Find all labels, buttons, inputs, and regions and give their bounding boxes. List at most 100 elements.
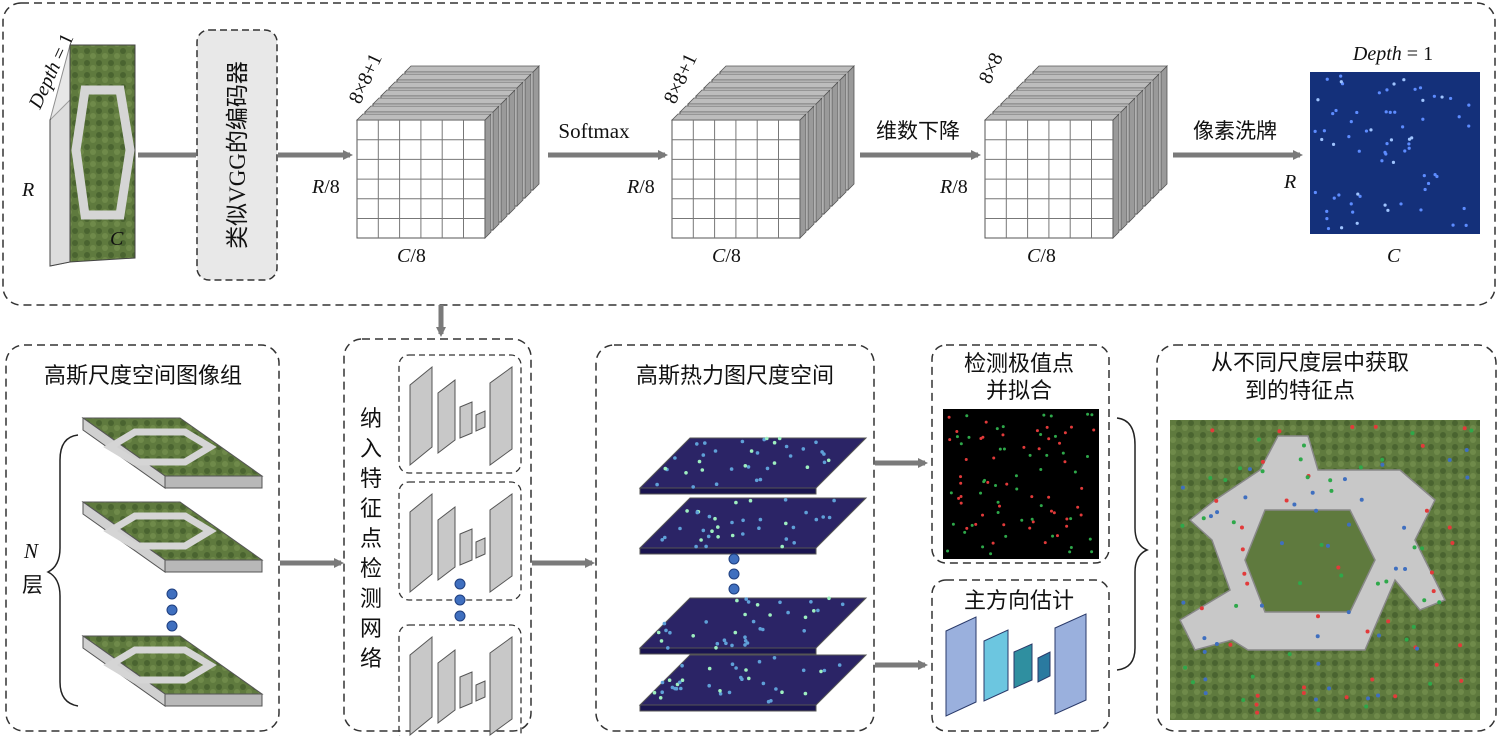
merge-brace bbox=[1116, 417, 1149, 671]
network-title-char: 入 bbox=[360, 436, 382, 461]
tensor-stacks bbox=[356, 65, 1168, 239]
detect-dot bbox=[1051, 534, 1055, 538]
result-dot bbox=[1181, 600, 1186, 605]
result-dot bbox=[1301, 690, 1306, 695]
heat-dot bbox=[695, 442, 699, 446]
result-dot bbox=[1434, 662, 1439, 667]
heat-dot bbox=[784, 537, 789, 541]
output-dot bbox=[1401, 125, 1405, 129]
pyramid-layer-3 bbox=[81, 635, 264, 707]
result-dot bbox=[1459, 678, 1464, 683]
heat-dot bbox=[727, 690, 732, 695]
detect-dot bbox=[1035, 429, 1039, 433]
heat-dot bbox=[777, 436, 782, 441]
detect-dot bbox=[1069, 546, 1073, 550]
result-dot bbox=[1284, 498, 1289, 503]
result-dot bbox=[1437, 600, 1442, 605]
network-block-frame bbox=[398, 354, 522, 474]
detect-dot bbox=[1028, 453, 1032, 457]
output-dot bbox=[1413, 87, 1417, 91]
output-dot bbox=[1357, 149, 1361, 153]
detect-dot bbox=[1065, 517, 1069, 521]
output-dot bbox=[1339, 74, 1343, 78]
stage-3-channels: 8×8 bbox=[975, 49, 1008, 87]
heat-dot bbox=[706, 534, 711, 539]
heat-dot bbox=[802, 629, 806, 633]
result-dot bbox=[1302, 685, 1307, 690]
heat-dot bbox=[700, 468, 705, 472]
slice-side bbox=[532, 65, 540, 191]
heat-dot bbox=[741, 518, 745, 523]
heat-dot bbox=[699, 538, 703, 542]
tensor-stack-1 bbox=[356, 65, 540, 239]
result-dot bbox=[1259, 603, 1264, 608]
ellipsis-dot bbox=[166, 620, 178, 632]
encoder-label: 类似VGG的编码器 bbox=[225, 61, 250, 249]
pyramid-layers-label: 层 bbox=[22, 573, 43, 597]
result-dot bbox=[1422, 598, 1427, 603]
layer-shape bbox=[489, 636, 513, 736]
result-dot bbox=[1201, 516, 1206, 521]
detect-dot bbox=[1039, 504, 1043, 508]
heat-dot bbox=[758, 517, 763, 522]
result-dot bbox=[1380, 462, 1385, 467]
heat-dot bbox=[772, 656, 777, 660]
detect-dot bbox=[1039, 467, 1043, 471]
heat-dot bbox=[801, 668, 806, 673]
detect-dot bbox=[946, 549, 950, 553]
heat-dot bbox=[784, 444, 789, 449]
svg-text:C/8: C/8 bbox=[397, 245, 426, 267]
layer-front bbox=[164, 559, 263, 573]
detect-dot bbox=[1015, 487, 1019, 491]
stage-2-width-suffix: /8 bbox=[725, 245, 741, 267]
heat-dot bbox=[791, 525, 796, 530]
heat-dot bbox=[684, 471, 688, 475]
stage-3-width: C bbox=[1027, 245, 1041, 267]
result-dot bbox=[1316, 708, 1321, 713]
detect-dot bbox=[1022, 445, 1026, 449]
detect-dot bbox=[1065, 524, 1069, 528]
detect-dot bbox=[1073, 470, 1077, 474]
heat-dot bbox=[673, 456, 677, 460]
result-dot bbox=[1245, 581, 1250, 586]
orientation-panel: 主方向估计 bbox=[931, 579, 1110, 732]
layer-shape bbox=[459, 528, 473, 566]
heat-dot bbox=[784, 521, 788, 526]
heat-dot bbox=[694, 544, 698, 549]
result-dot bbox=[1214, 498, 1219, 503]
detect-dot bbox=[1030, 495, 1034, 499]
slice-top bbox=[388, 81, 524, 89]
detect-dot bbox=[963, 530, 967, 534]
slice-side bbox=[484, 113, 492, 239]
heat-dot bbox=[730, 662, 735, 666]
heat-edge bbox=[639, 647, 817, 655]
tensor-stack-2 bbox=[671, 65, 855, 239]
heat-dot bbox=[840, 602, 845, 607]
result-dot bbox=[1202, 649, 1207, 654]
result-dot bbox=[1254, 702, 1259, 707]
result-dot bbox=[1239, 525, 1244, 530]
output-dot bbox=[1325, 77, 1329, 81]
output-dot bbox=[1358, 194, 1362, 198]
detect-dot bbox=[955, 435, 959, 439]
pyramid-brace bbox=[46, 434, 79, 707]
detect-dot bbox=[1020, 518, 1024, 522]
layer-shape bbox=[475, 410, 486, 432]
detect-dot bbox=[1047, 437, 1051, 441]
slice-side bbox=[1128, 97, 1136, 223]
result-dot bbox=[1450, 541, 1455, 546]
result-dot bbox=[1376, 693, 1381, 698]
heat-dot bbox=[819, 669, 823, 674]
slice-top bbox=[679, 105, 815, 113]
detect-dot bbox=[1004, 534, 1008, 538]
heat-dot bbox=[722, 638, 727, 642]
heat-dot bbox=[707, 683, 711, 688]
detect-dot bbox=[1039, 432, 1043, 436]
result-dot bbox=[1328, 478, 1333, 483]
slice-top bbox=[404, 65, 540, 73]
result-title-line-1: 从不同尺度层中获取 bbox=[1211, 350, 1409, 375]
result-dot bbox=[1359, 497, 1364, 502]
output-dot bbox=[1449, 96, 1453, 101]
heat-dot bbox=[662, 621, 667, 626]
output-dot bbox=[1356, 192, 1360, 196]
